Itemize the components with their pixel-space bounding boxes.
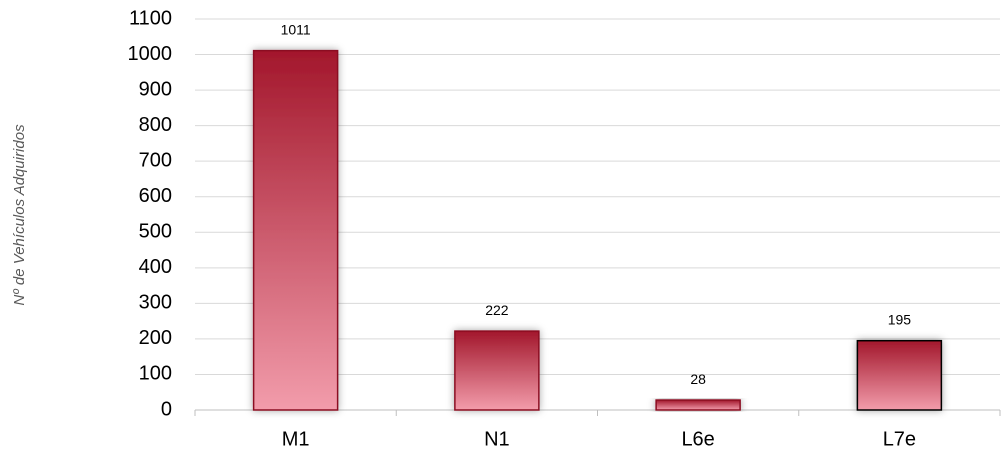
y-tick-label: 900 <box>139 78 172 100</box>
value-label: 1011 <box>281 21 311 37</box>
value-label: 28 <box>690 371 706 387</box>
x-tick-label: L6e <box>681 428 714 450</box>
y-tick-label: 400 <box>139 256 172 278</box>
x-tick-label: M1 <box>282 428 310 450</box>
y-tick-label: 100 <box>139 363 172 385</box>
y-tick-label: 700 <box>139 149 172 171</box>
x-tick-label: N1 <box>484 428 510 450</box>
value-label: 222 <box>485 302 509 318</box>
y-tick-label: 600 <box>139 185 172 207</box>
y-tick-label: 300 <box>139 292 172 314</box>
y-tick-label: 500 <box>139 221 172 243</box>
y-tick-label: 800 <box>139 114 172 136</box>
y-axis-label: Nº de Vehículos Adquiridos <box>11 124 28 306</box>
bar <box>252 49 339 411</box>
x-tick-label: L7e <box>883 428 916 450</box>
y-tick-label: 200 <box>139 327 172 349</box>
bar <box>454 330 540 411</box>
y-tick-label: 1000 <box>128 43 173 65</box>
bar <box>856 339 943 411</box>
y-tick-label: 1100 <box>129 7 172 29</box>
bar <box>655 399 741 411</box>
y-tick-label: 0 <box>161 398 172 420</box>
value-label: 195 <box>888 311 912 327</box>
